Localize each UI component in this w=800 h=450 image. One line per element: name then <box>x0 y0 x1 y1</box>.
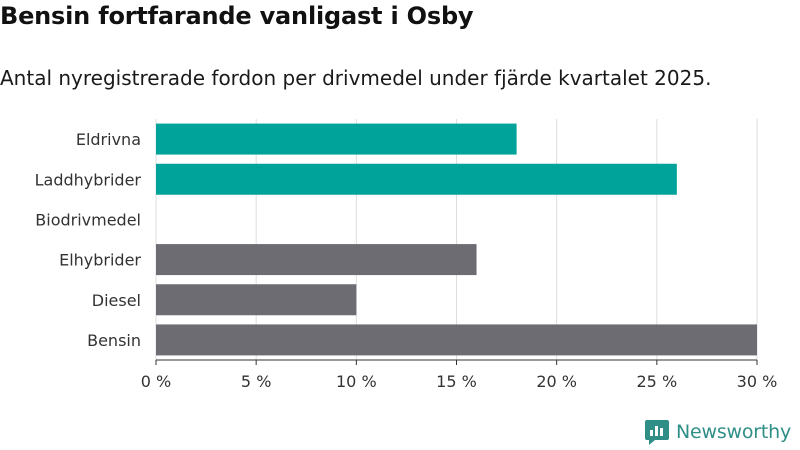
x-tick-label: 25 % <box>637 372 678 391</box>
chart-title: Bensin fortfarande vanligast i Osby <box>0 2 474 30</box>
x-tick-label: 15 % <box>436 372 477 391</box>
x-tick-label: 20 % <box>536 372 577 391</box>
category-label: Bensin <box>87 331 141 350</box>
x-tick-label: 5 % <box>241 372 271 391</box>
category-label: Diesel <box>92 291 141 310</box>
category-label: Laddhybrider <box>35 170 142 189</box>
bar <box>156 244 477 276</box>
bar <box>156 324 757 356</box>
bar <box>156 163 677 195</box>
brand-name: Newsworthy <box>676 421 792 443</box>
brand-logo: Newsworthy <box>644 418 791 446</box>
bar <box>156 123 517 155</box>
category-label: Elhybrider <box>59 251 141 270</box>
bar <box>156 284 357 316</box>
category-label: Biodrivmedel <box>35 210 141 229</box>
x-tick-label: 30 % <box>737 372 778 391</box>
x-tick-label: 10 % <box>336 372 377 391</box>
newsworthy-logo-icon <box>645 420 669 445</box>
x-tick-label: 0 % <box>141 372 171 391</box>
category-label: Eldrivna <box>76 130 141 149</box>
chart-subtitle: Antal nyregistrerade fordon per drivmede… <box>0 66 712 90</box>
